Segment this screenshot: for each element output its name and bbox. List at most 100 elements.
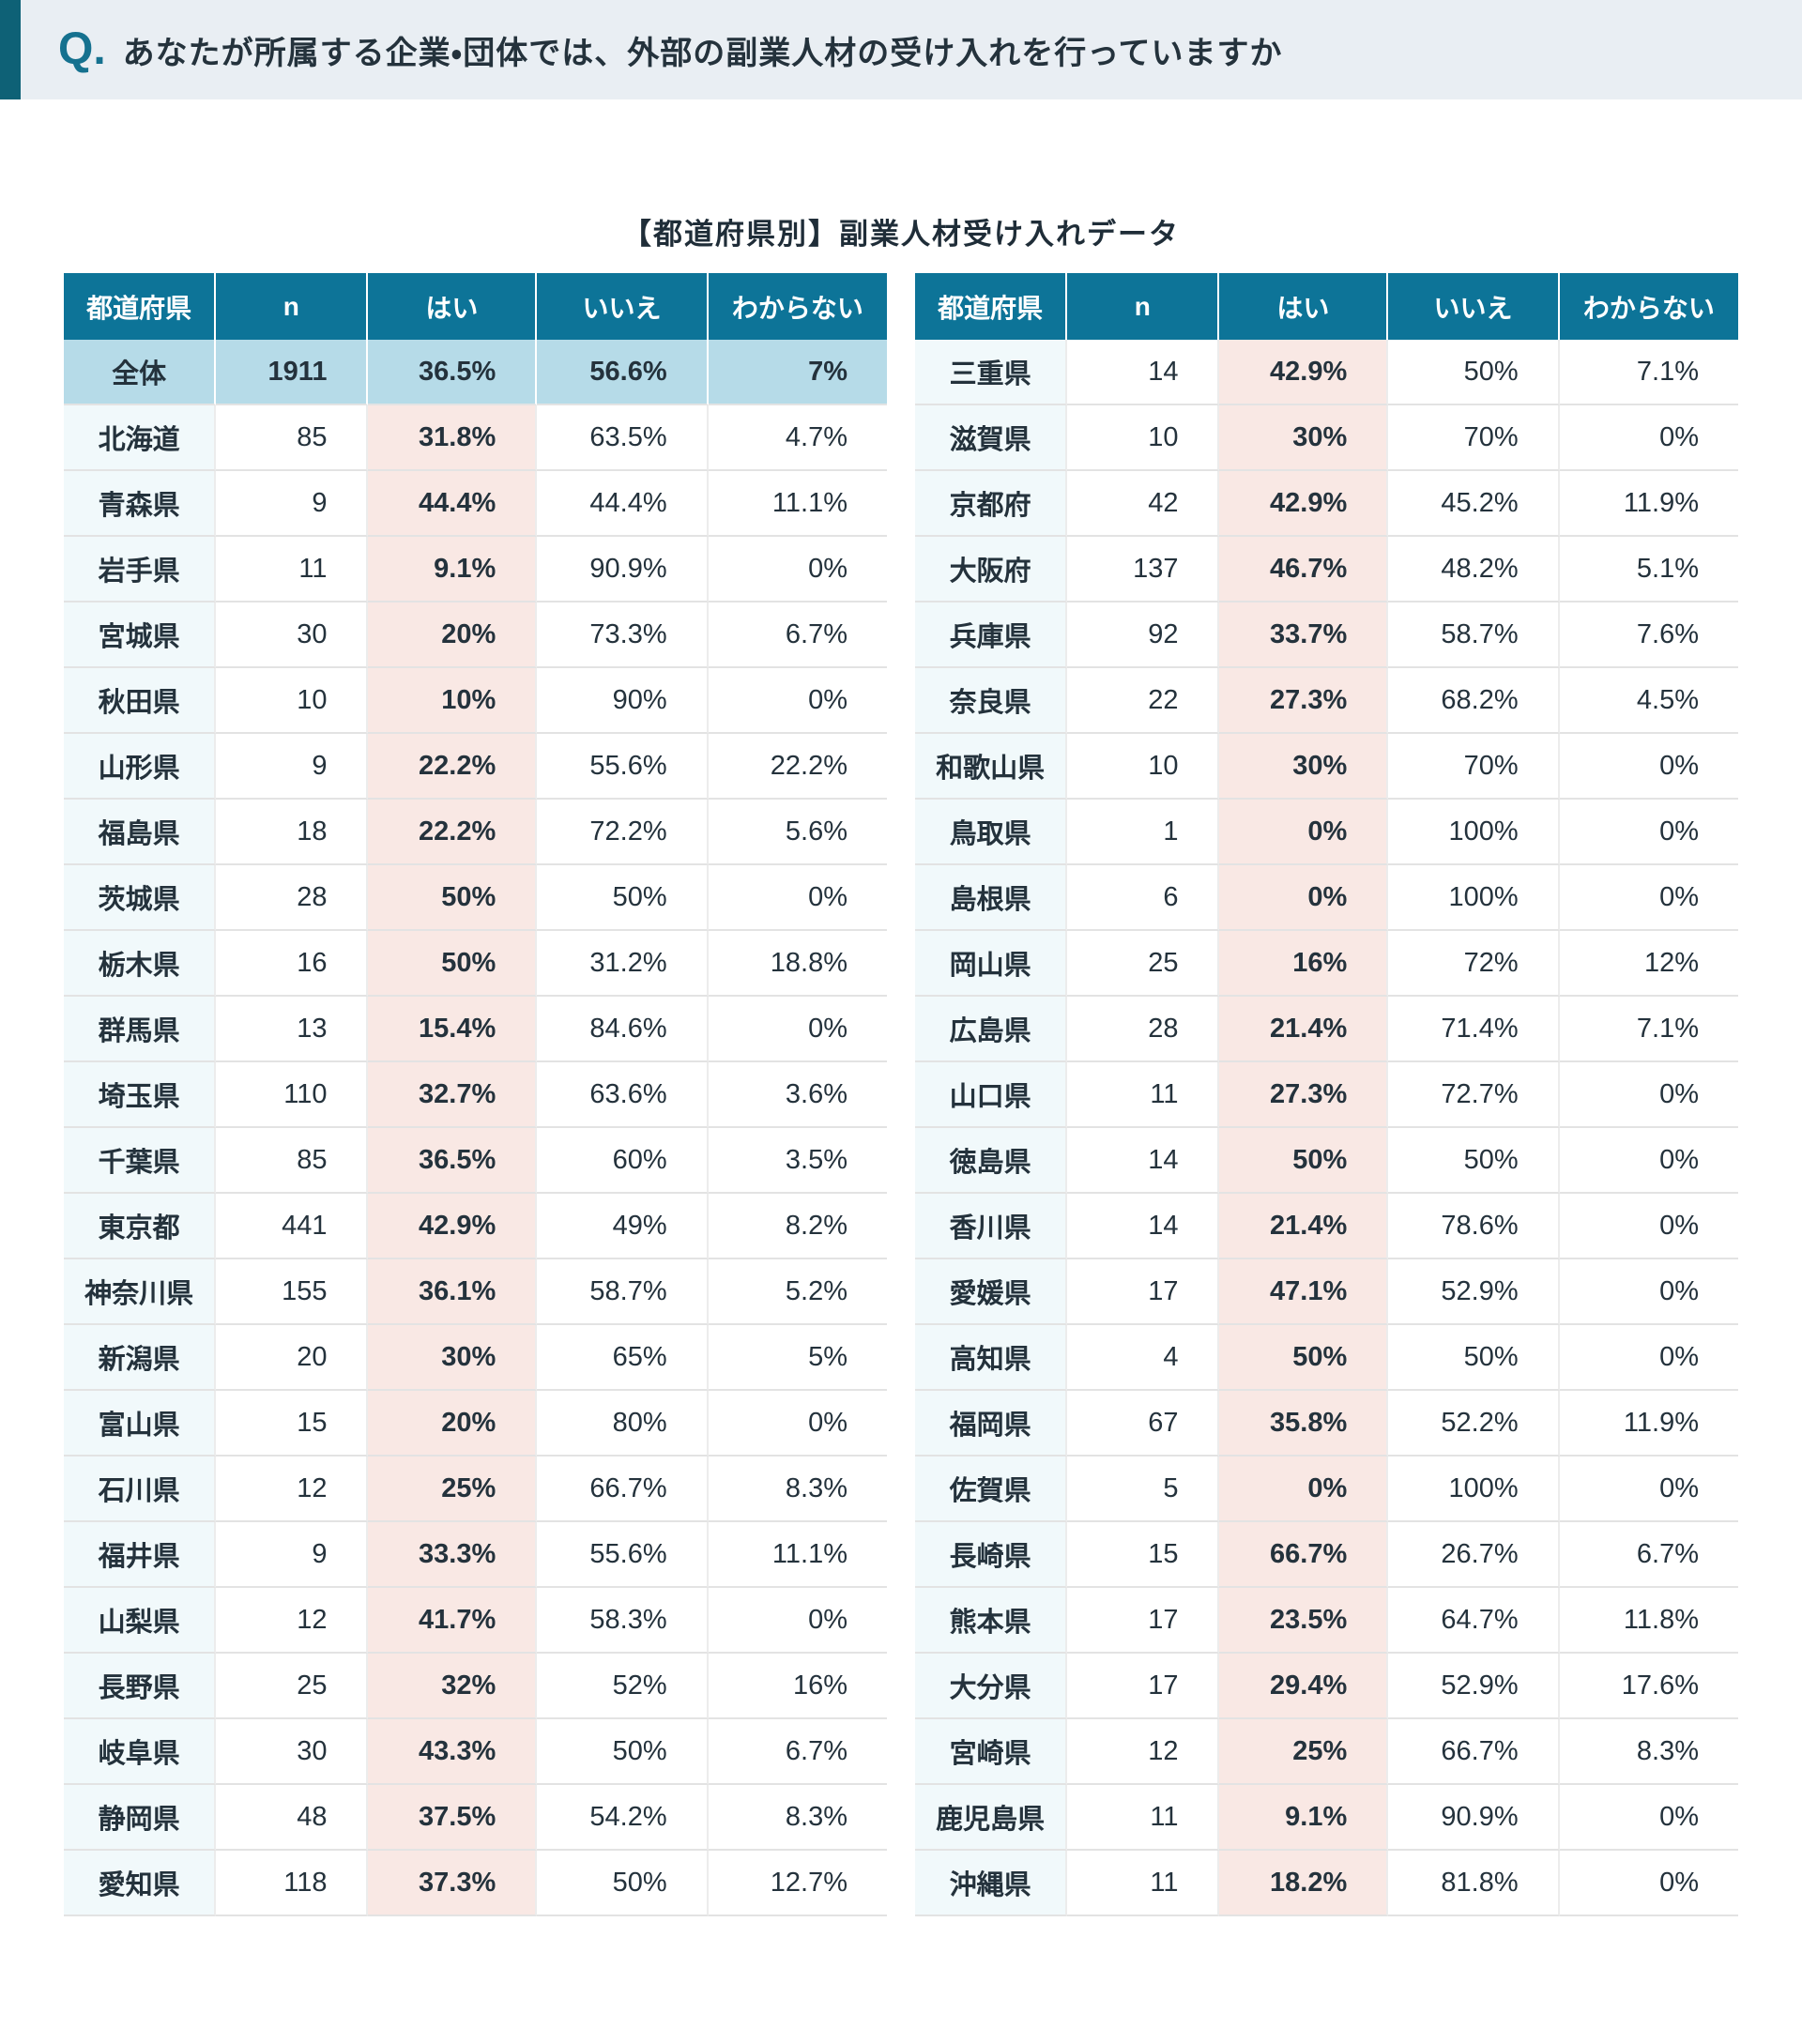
no-cell: 50% — [1388, 340, 1560, 405]
no-cell: 100% — [1388, 1457, 1560, 1522]
table-row: 福井県 9 33.3% 55.6% 11.1% — [64, 1522, 887, 1588]
n-cell: 14 — [1067, 1128, 1220, 1194]
n-cell: 92 — [1067, 603, 1220, 668]
no-cell: 26.7% — [1388, 1522, 1560, 1588]
dk-cell: 0% — [1559, 1128, 1738, 1194]
dk-cell: 0% — [1559, 1457, 1738, 1522]
no-cell: 72% — [1388, 931, 1560, 997]
n-cell: 1911 — [216, 340, 369, 405]
dk-cell: 22.2% — [708, 734, 887, 800]
table-row: 宮城県 30 20% 73.3% 6.7% — [64, 603, 887, 668]
table-row: 群馬県 13 15.4% 84.6% 0% — [64, 997, 887, 1062]
dk-cell: 0% — [708, 1391, 887, 1457]
yes-cell: 21.4% — [1219, 1194, 1389, 1259]
n-cell: 12 — [1067, 1719, 1220, 1785]
dk-cell: 11.9% — [1559, 1391, 1738, 1457]
dk-cell: 4.5% — [1559, 668, 1738, 734]
table-row: 静岡県 48 37.5% 54.2% 8.3% — [64, 1785, 887, 1851]
pref-cell: 栃木県 — [64, 931, 217, 997]
pref-cell: 愛媛県 — [915, 1259, 1068, 1325]
pref-cell: 香川県 — [915, 1194, 1068, 1259]
pref-cell: 福島県 — [64, 800, 217, 865]
pref-cell: 長崎県 — [915, 1522, 1068, 1588]
table-row: 兵庫県 92 33.7% 58.7% 7.6% — [915, 603, 1738, 668]
no-cell: 72.7% — [1388, 1062, 1560, 1128]
column-header-2: はい — [368, 273, 538, 340]
table-row: 高知県 4 50% 50% 0% — [915, 1325, 1738, 1391]
no-cell: 78.6% — [1388, 1194, 1560, 1259]
n-cell: 11 — [1067, 1062, 1220, 1128]
table-row: 奈良県 22 27.3% 68.2% 4.5% — [915, 668, 1738, 734]
pref-cell: 千葉県 — [64, 1128, 217, 1194]
pref-cell: 秋田県 — [64, 668, 217, 734]
dk-cell: 7.6% — [1559, 603, 1738, 668]
n-cell: 9 — [216, 1522, 369, 1588]
n-cell: 18 — [216, 800, 369, 865]
table-row: 福岡県 67 35.8% 52.2% 11.9% — [915, 1391, 1738, 1457]
pref-cell: 鳥取県 — [915, 800, 1068, 865]
no-cell: 52.2% — [1388, 1391, 1560, 1457]
n-cell: 30 — [216, 603, 369, 668]
no-cell: 80% — [537, 1391, 709, 1457]
table-row: 大阪府 137 46.7% 48.2% 5.1% — [915, 537, 1738, 603]
pref-cell: 三重県 — [915, 340, 1068, 405]
pref-cell: 長野県 — [64, 1654, 217, 1719]
dk-cell: 8.3% — [708, 1785, 887, 1851]
n-cell: 48 — [216, 1785, 369, 1851]
n-cell: 9 — [216, 734, 369, 800]
table-row: 山形県 9 22.2% 55.6% 22.2% — [64, 734, 887, 800]
n-cell: 17 — [1067, 1654, 1220, 1719]
column-header-4: わからない — [708, 273, 887, 340]
dk-cell: 3.6% — [708, 1062, 887, 1128]
dk-cell: 11.9% — [1559, 471, 1738, 537]
yes-cell: 30% — [1219, 734, 1389, 800]
table-row: 沖縄県 11 18.2% 81.8% 0% — [915, 1851, 1738, 1916]
no-cell: 72.2% — [537, 800, 709, 865]
table-row: 広島県 28 21.4% 71.4% 7.1% — [915, 997, 1738, 1062]
yes-cell: 22.2% — [368, 734, 538, 800]
yes-cell: 36.1% — [368, 1259, 538, 1325]
n-cell: 85 — [216, 1128, 369, 1194]
no-cell: 58.7% — [537, 1259, 709, 1325]
no-cell: 58.7% — [1388, 603, 1560, 668]
n-cell: 67 — [1067, 1391, 1220, 1457]
pref-cell: 岡山県 — [915, 931, 1068, 997]
yes-cell: 0% — [1219, 1457, 1389, 1522]
dk-cell: 7% — [708, 340, 887, 405]
table-row: 千葉県 85 36.5% 60% 3.5% — [64, 1128, 887, 1194]
no-cell: 49% — [537, 1194, 709, 1259]
pref-cell: 大阪府 — [915, 537, 1068, 603]
yes-cell: 50% — [368, 931, 538, 997]
n-cell: 11 — [216, 537, 369, 603]
n-cell: 1 — [1067, 800, 1220, 865]
no-cell: 44.4% — [537, 471, 709, 537]
table-row: 茨城県 28 50% 50% 0% — [64, 865, 887, 931]
dk-cell: 0% — [1559, 800, 1738, 865]
no-cell: 52.9% — [1388, 1259, 1560, 1325]
n-cell: 30 — [216, 1719, 369, 1785]
dk-cell: 6.7% — [1559, 1522, 1738, 1588]
table-row: 青森県 9 44.4% 44.4% 11.1% — [64, 471, 887, 537]
n-cell: 110 — [216, 1062, 369, 1128]
pref-cell: 和歌山県 — [915, 734, 1068, 800]
n-cell: 11 — [1067, 1851, 1220, 1916]
table-row: 山口県 11 27.3% 72.7% 0% — [915, 1062, 1738, 1128]
question-text: あなたが所属する企業・団体では、外部の副業人材の受け入れを行っていますか — [122, 35, 1283, 71]
yes-cell: 9.1% — [1219, 1785, 1389, 1851]
pref-cell: 群馬県 — [64, 997, 217, 1062]
dk-cell: 17.6% — [1559, 1654, 1738, 1719]
yes-cell: 20% — [368, 1391, 538, 1457]
n-cell: 137 — [1067, 537, 1220, 603]
pref-cell: 宮城県 — [64, 603, 217, 668]
dk-cell: 0% — [708, 865, 887, 931]
column-header-0: 都道府県 — [64, 273, 217, 340]
n-cell: 25 — [1067, 931, 1220, 997]
no-cell: 48.2% — [1388, 537, 1560, 603]
n-cell: 28 — [1067, 997, 1220, 1062]
summary-row: 全体 1911 36.5% 56.6% 7% — [64, 340, 887, 405]
dk-cell: 0% — [1559, 1851, 1738, 1916]
no-cell: 55.6% — [537, 1522, 709, 1588]
dk-cell: 5% — [708, 1325, 887, 1391]
no-cell: 56.6% — [537, 340, 709, 405]
yes-cell: 33.3% — [368, 1522, 538, 1588]
